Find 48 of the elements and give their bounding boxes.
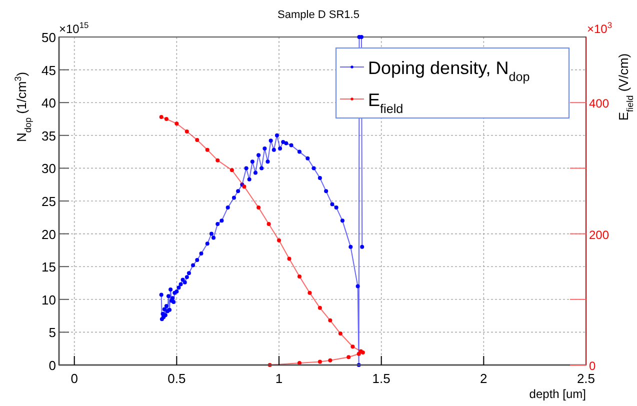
x-tick-label: 1.5 (372, 371, 390, 386)
y-tick-label: 15 (42, 260, 56, 275)
chart-title: Sample D SR1.5 (278, 9, 360, 21)
x-axis-title: depth [um] (529, 387, 586, 401)
point (346, 355, 351, 360)
point (159, 115, 164, 120)
y-tick-label: 25 (42, 194, 56, 209)
x-tick-label: 0 (70, 371, 78, 386)
point (266, 222, 271, 226)
legend-label: Doping density, N$_{dop}$ (368, 58, 530, 84)
y2-tick-label: 0 (589, 359, 596, 373)
y2-tick-label: 400 (589, 96, 610, 111)
y-tick-label: 10 (42, 292, 56, 308)
y-tick-label: 5 (48, 325, 56, 340)
point (205, 148, 210, 152)
point (328, 358, 332, 362)
x-tick-label: 1 (275, 371, 283, 386)
point (318, 360, 322, 364)
x-tick-label: 2 (480, 371, 488, 386)
y-tick-label: 40 (42, 96, 56, 111)
y-tick-label: 20 (42, 226, 56, 242)
text: ×10$^{3}$ (587, 20, 612, 36)
point (297, 274, 302, 278)
point (216, 158, 220, 162)
x-tick-label: 0.5 (168, 371, 186, 386)
y-tick-label: 50 (42, 30, 56, 45)
point (277, 238, 282, 242)
point (287, 256, 292, 261)
y-tick-label: 45 (42, 62, 56, 78)
point (256, 206, 261, 210)
y-tick-label: 30 (42, 161, 56, 176)
y2-tick-label: 200 (589, 228, 610, 242)
point (328, 318, 332, 322)
legend-label: E$_{field}$ (368, 90, 404, 116)
point (230, 168, 234, 172)
point (356, 352, 361, 356)
y-tick-label: 0 (48, 358, 56, 373)
point (195, 138, 200, 142)
text: ×10$^{15}$ (59, 20, 90, 36)
point (318, 306, 322, 310)
x-tick-label: 2.5 (576, 371, 596, 386)
point (164, 117, 168, 121)
point (308, 290, 312, 295)
point (338, 332, 342, 336)
point (350, 344, 355, 349)
y-tick-label: 35 (42, 128, 56, 144)
point (184, 129, 189, 134)
point (174, 122, 179, 126)
